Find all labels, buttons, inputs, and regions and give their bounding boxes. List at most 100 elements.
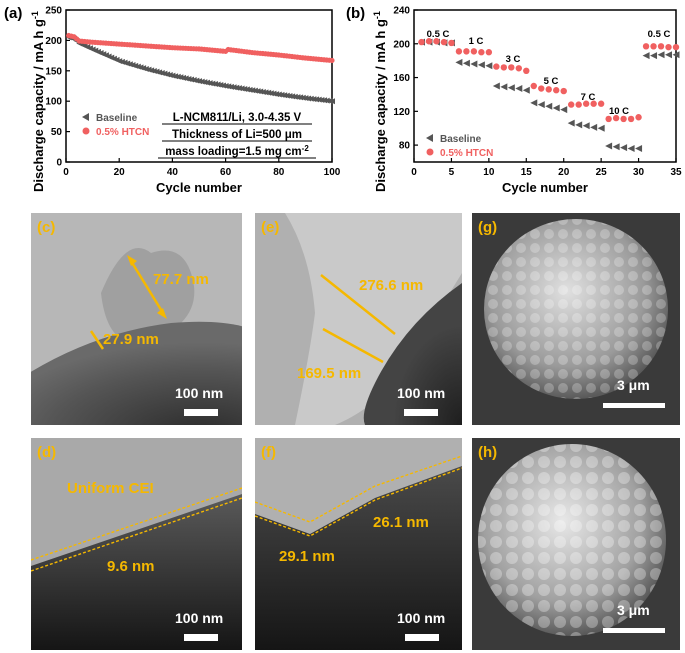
x-tick-label: 5 [449,167,455,178]
data-point-baseline [575,121,583,129]
data-point-baseline [235,85,242,92]
data-point-baseline [635,144,643,152]
data-point-baseline [214,81,221,88]
data-point-baseline [188,76,195,83]
data-point-baseline [196,78,202,85]
y-tick-label: 200 [393,39,410,50]
y-tick-label: 50 [51,127,63,138]
data-point-htcn [425,38,433,45]
data-point-htcn [620,115,627,123]
data-point-baseline [206,80,213,87]
data-point-baseline [507,84,515,92]
measurement-f-1: 29.1 nm [279,548,335,565]
data-point-baseline [657,51,665,59]
data-point-baseline [294,94,301,101]
data-point-baseline [198,78,205,85]
data-point-baseline [259,88,266,95]
scale-bar-label-f: 100 nm [397,610,446,626]
panel-label-a: (a) [4,5,22,22]
legend-marker-baseline-b [426,134,433,142]
data-point-baseline [582,122,590,130]
data-point-baseline [177,74,184,81]
data-point-htcn [605,115,612,123]
data-point-baseline [211,81,218,88]
x-tick-label: 30 [633,167,645,178]
legend-marker-baseline-a [82,113,89,121]
rate-label-10c: 10 C [609,106,629,117]
y-tick-label: 200 [45,36,62,47]
sem-panel-g: (g) 3 μm [472,213,680,425]
data-point-baseline [321,97,328,104]
tem-panel-c: (c) 77.7 nm 27.9 nm 100 nm [31,213,242,425]
data-point-htcn [530,82,537,90]
x-tick-label: 25 [596,167,608,178]
data-point-baseline [560,106,568,114]
measurement-e-1: 276.6 nm [359,277,424,294]
x-tick-label: 20 [558,167,570,178]
data-point-baseline [233,84,240,91]
data-point-baseline [650,52,658,60]
x-tick-label: 0 [411,167,417,178]
scale-bar-label-h: 3 μm [617,602,650,618]
data-point-baseline [278,91,285,98]
data-point-baseline [227,83,234,90]
data-point-htcn [545,86,552,93]
data-point-baseline [180,74,187,81]
data-point-htcn [448,39,455,47]
data-point-htcn [478,49,485,56]
measurement-c-2: 27.9 nm [103,331,159,348]
data-point-htcn [657,43,665,50]
y-tick-label: 0 [56,158,62,169]
data-point-baseline [289,93,296,100]
chart-b: (b) Discharge capacity / mA h g-1 Cycle … [346,5,682,195]
data-point-htcn [523,67,530,75]
plot-frame-a [65,9,333,163]
data-point-baseline [323,97,330,104]
data-point-baseline [537,101,545,109]
data-point-baseline [552,104,560,112]
data-point-baseline [243,86,250,93]
data-point-htcn [500,64,508,71]
data-point-baseline [485,62,493,70]
annotation-line-3: mass loading=1.5 mg cm-2 [165,144,309,158]
data-point-baseline [275,91,282,98]
data-point-baseline [257,88,264,95]
data-point-htcn [538,85,545,92]
data-point-htcn [568,101,575,108]
data-point-htcn [582,100,590,107]
data-point-htcn [642,43,650,50]
data-point-baseline [270,90,277,97]
data-point-baseline [182,75,189,82]
data-point-baseline [249,87,256,94]
annotation-line-2: Thickness of Li=500 μm [172,129,302,141]
data-point-baseline [203,79,210,86]
data-point-baseline [291,93,298,100]
data-point-baseline [286,92,293,99]
rate-label-5c: 5 C [544,76,559,87]
data-point-htcn [627,115,635,123]
scale-bar-label-c: 100 nm [175,385,224,401]
data-point-baseline [665,51,673,59]
data-point-baseline [515,85,523,93]
data-point-baseline [612,143,620,151]
data-point-baseline [281,92,288,99]
panel-label-g: (g) [478,219,498,236]
data-point-baseline [477,61,485,69]
data-point-baseline [605,142,613,150]
data-point-baseline [172,73,179,80]
data-point-htcn [635,114,642,121]
cei-label-d: Uniform CEI [67,480,154,497]
panel-label-c: (c) [37,219,56,236]
x-tick-label: 20 [114,167,126,178]
data-point-baseline [302,95,309,102]
scale-bar-label-d: 100 nm [175,610,224,626]
x-axis-label-b: Cycle number [502,180,588,195]
legend-label-htcn-a: 0.5% HTCN [96,127,149,138]
rate-label-3c: 3 C [506,54,521,65]
data-point-baseline [209,80,216,87]
legend-marker-htcn-a [82,127,90,135]
y-axis-label-b: Discharge capacity / mA h g-1 [372,11,388,192]
y-tick-label: 240 [393,6,410,17]
data-point-baseline [283,92,290,99]
data-point-baseline [246,86,253,93]
